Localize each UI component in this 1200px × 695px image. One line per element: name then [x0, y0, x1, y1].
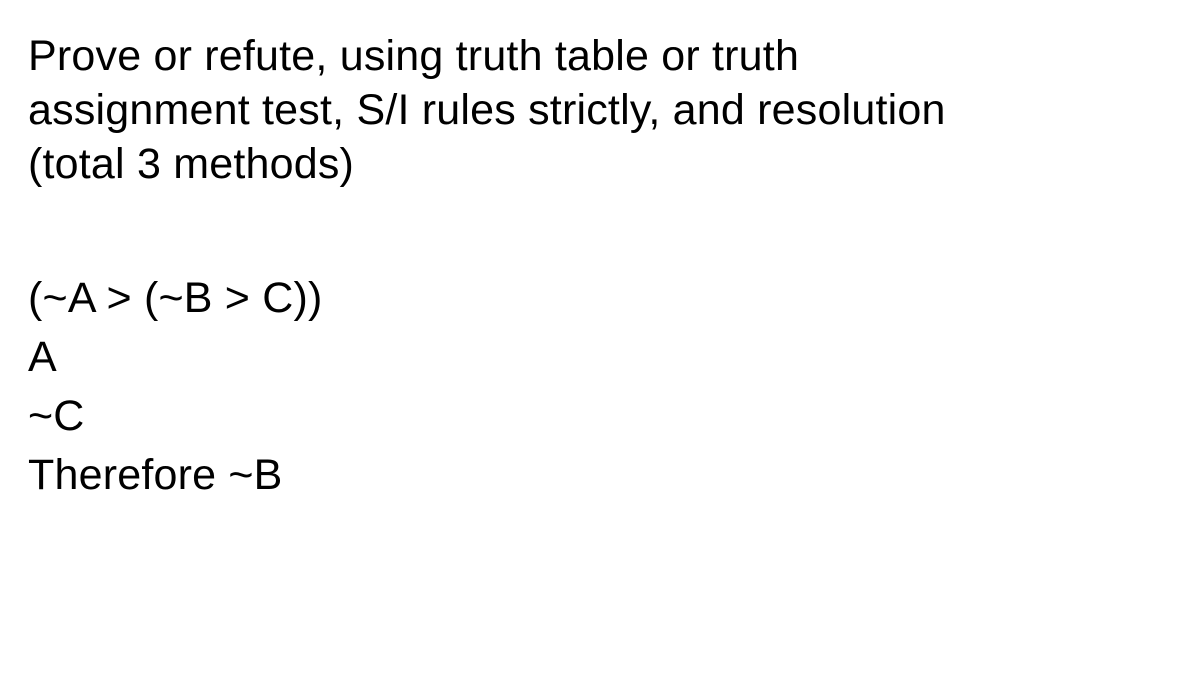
premise-3: ~C [28, 387, 1172, 446]
argument-block: (~A > (~B > C)) A ~C Therefore ~B [28, 269, 1172, 505]
instruction-line-3: (total 3 methods) [28, 140, 354, 188]
premise-2: A [28, 328, 1172, 387]
conclusion: Therefore ~B [28, 446, 1172, 505]
premise-1: (~A > (~B > C)) [28, 269, 1172, 328]
instruction-text: Prove or refute, using truth table or tr… [28, 30, 1172, 191]
instruction-line-1: Prove or refute, using truth table or tr… [28, 32, 799, 80]
instruction-line-2: assignment test, S/I rules strictly, and… [28, 86, 946, 134]
